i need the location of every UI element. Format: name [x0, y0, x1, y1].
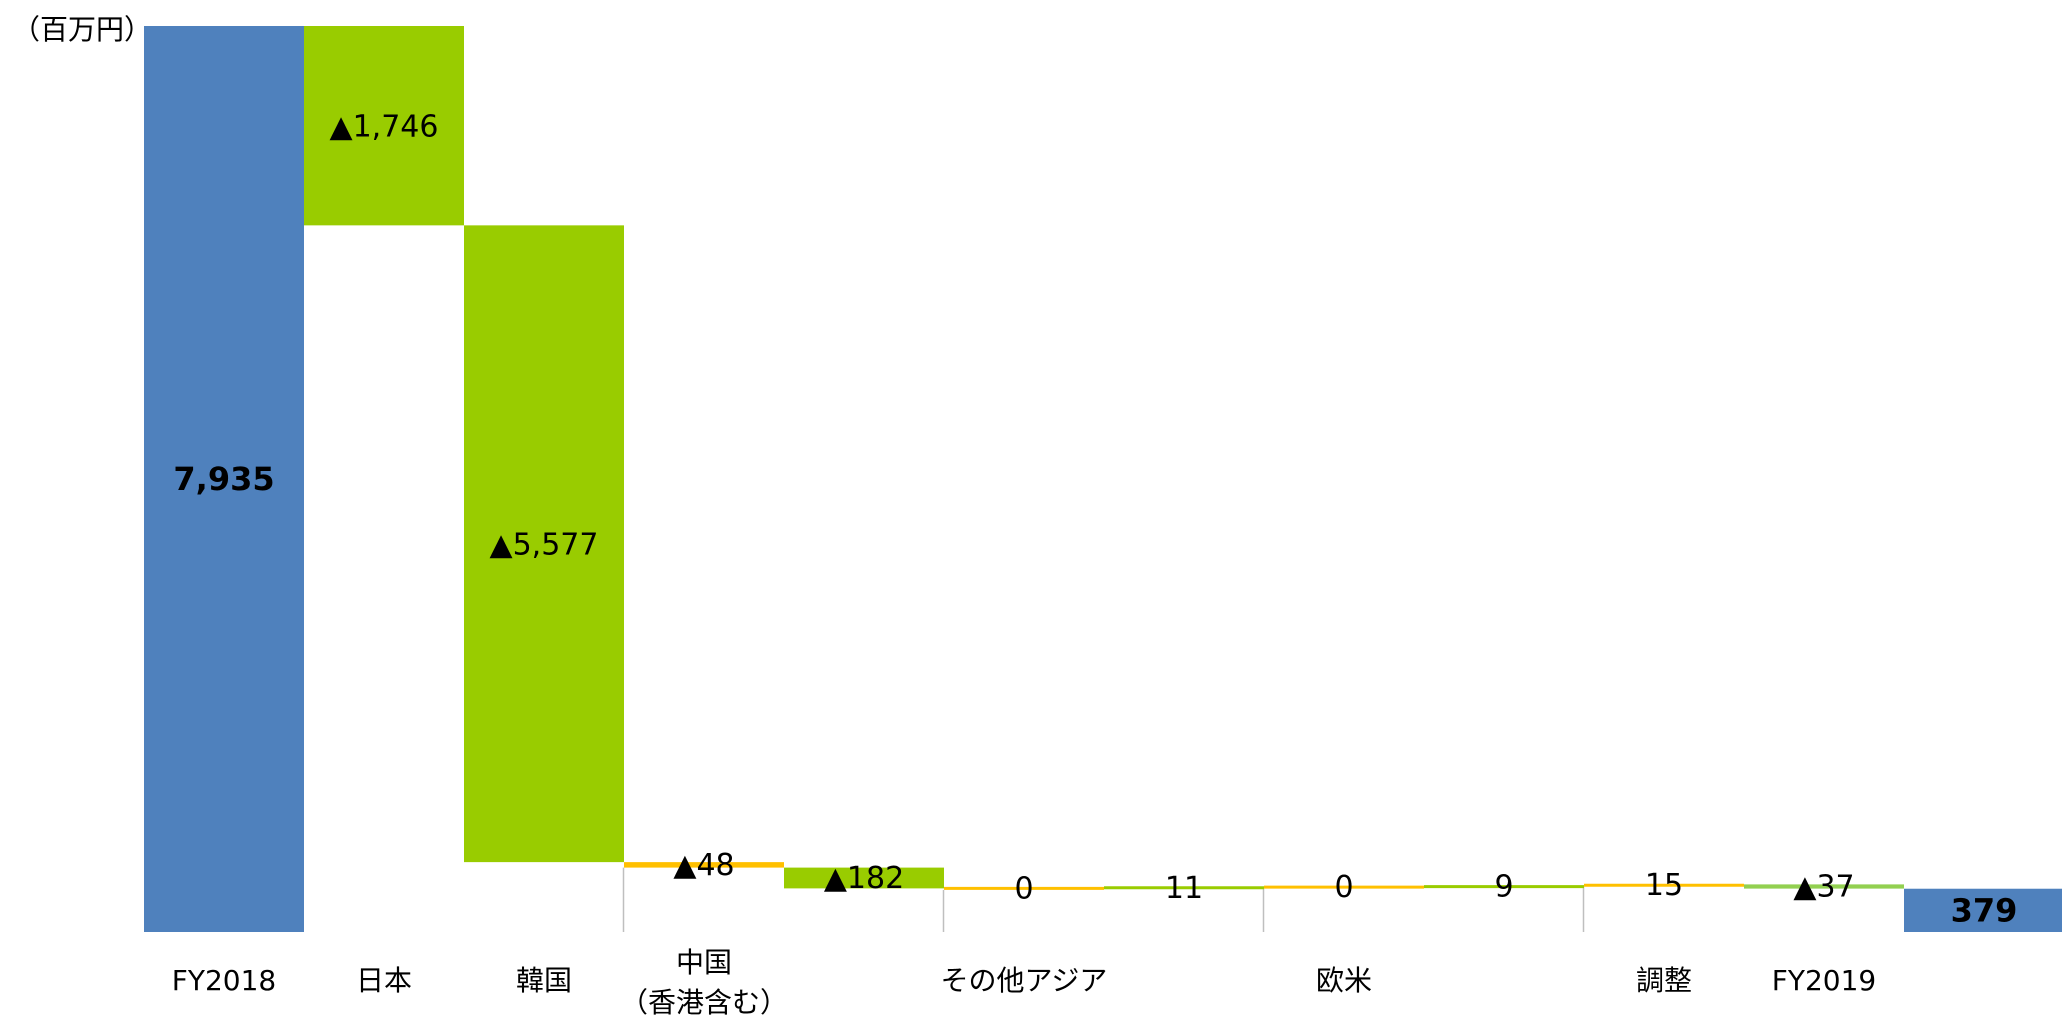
- category-label-9: 調整: [1636, 964, 1692, 997]
- bar-1: [304, 26, 464, 226]
- data-label-3: ▲48: [673, 848, 734, 883]
- category-label-10: FY2019: [1772, 964, 1876, 997]
- category-label-3: 中国: [676, 946, 732, 979]
- bar-4: [784, 867, 944, 889]
- unit-label: （百万円）: [12, 13, 153, 46]
- data-label-10: ▲37: [1793, 870, 1854, 905]
- bar-11: [1904, 888, 2062, 932]
- category-label-7: 欧米: [1316, 964, 1372, 997]
- data-label-2: ▲5,577: [490, 528, 599, 563]
- bar-0: [144, 26, 304, 932]
- data-label-11: 379: [1951, 891, 2018, 929]
- bar-10: [1744, 884, 1904, 889]
- category-label-2: 韓国: [516, 964, 572, 997]
- category-label-1: 日本: [356, 964, 412, 997]
- data-label-6: 11: [1165, 871, 1203, 906]
- bar-5: [944, 886, 1104, 890]
- bar-8: [1424, 885, 1584, 889]
- bar-9: [1584, 883, 1744, 887]
- category-label-5: その他アジア: [941, 964, 1108, 997]
- data-label-1: ▲1,746: [330, 110, 439, 145]
- data-label-7: 0: [1334, 870, 1353, 905]
- data-label-5: 0: [1014, 871, 1033, 906]
- bar-3: [624, 862, 784, 868]
- data-label-9: 15: [1645, 868, 1683, 903]
- bar-6: [1104, 886, 1264, 890]
- bar-2: [464, 225, 624, 863]
- data-label-0: 7,935: [173, 460, 274, 498]
- data-label-8: 9: [1494, 870, 1513, 905]
- category-label-3-line1: （香港含む）: [620, 986, 788, 1019]
- bar-7: [1264, 885, 1424, 889]
- category-label-0: FY2018: [172, 964, 276, 997]
- data-label-4: ▲182: [824, 861, 904, 896]
